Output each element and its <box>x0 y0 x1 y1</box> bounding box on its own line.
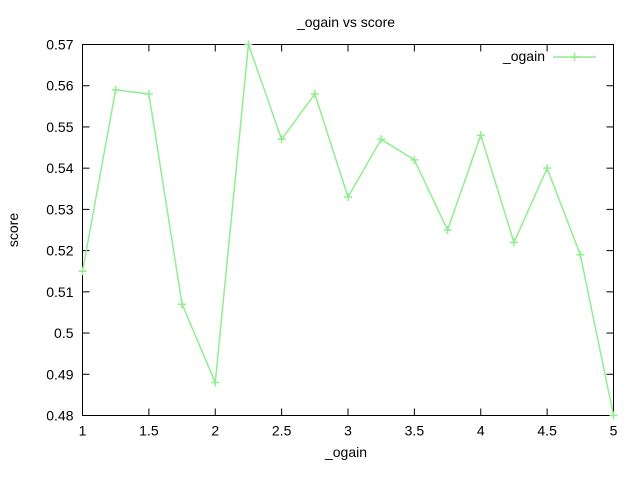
data-point <box>111 85 120 94</box>
plot-frame <box>82 44 614 416</box>
data-point <box>144 89 153 98</box>
y-axis-label: score <box>5 213 21 247</box>
x-tick-label: 4.5 <box>537 423 557 439</box>
series-line <box>81 44 615 416</box>
x-tick-label: 2.5 <box>272 423 292 439</box>
y-ticks: 0.48 0.49 0.5 0.51 0.52 0.53 0.54 0.55 0.56 0.57 <box>46 37 614 424</box>
x-tick-label: 3.5 <box>405 423 425 439</box>
y-tick-label: 0.57 <box>46 37 73 53</box>
x-tick-label: 1.5 <box>139 423 159 439</box>
legend: _ogain <box>502 48 596 64</box>
y-tick-label: 0.56 <box>46 78 73 94</box>
data-point <box>509 238 518 247</box>
y-tick-label: 0.55 <box>46 119 73 135</box>
data-point <box>310 89 319 98</box>
series-layer <box>78 40 618 420</box>
y-tick-label: 0.49 <box>46 366 73 382</box>
data-point <box>443 226 452 234</box>
x-axis-label: _ogain <box>324 444 367 460</box>
data-point <box>211 378 220 387</box>
data-point <box>476 131 485 140</box>
data-point <box>244 40 253 49</box>
data-point <box>178 300 187 309</box>
y-tick-label: 0.53 <box>46 201 73 217</box>
legend-label: _ogain <box>502 48 545 64</box>
data-point <box>609 411 618 420</box>
data-point <box>576 250 585 259</box>
data-point <box>78 267 87 276</box>
y-tick-label: 0.52 <box>46 243 73 259</box>
axes: 1 1.5 2 2.5 3 3.5 4 4.5 5 0.48 0.49 0.5 0.51 0.52 0.5… <box>46 37 617 439</box>
y-tick-label: 0.54 <box>46 160 73 176</box>
x-tick-label: 5 <box>610 423 618 439</box>
y-tick-label: 0.51 <box>46 284 73 300</box>
data-point <box>344 193 352 202</box>
x-tick-label: 1 <box>79 423 87 439</box>
y-tick-label: 0.5 <box>54 325 74 341</box>
data-point <box>410 155 419 164</box>
chart-title: _ogain vs score <box>296 14 395 30</box>
data-point <box>277 135 286 144</box>
x-tick-label: 2 <box>211 423 219 439</box>
x-tick-label: 4 <box>477 423 485 439</box>
x-tick-label: 3 <box>344 423 352 439</box>
data-point <box>543 164 552 173</box>
y-tick-label: 0.48 <box>46 408 73 424</box>
legend-marker <box>570 53 579 61</box>
x-ticks: 1 1.5 2 2.5 3 3.5 4 4.5 5 <box>79 44 618 439</box>
data-point <box>377 135 386 144</box>
